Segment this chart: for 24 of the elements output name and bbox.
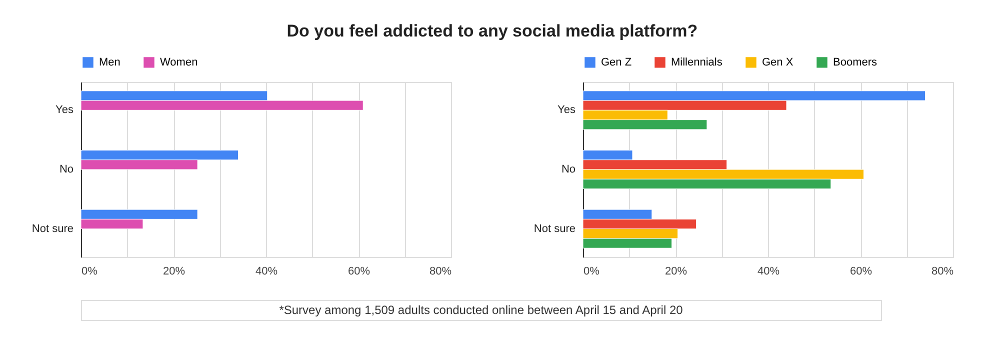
x-tick-label: 80%: [429, 266, 452, 278]
y-tick-label: Yes: [558, 104, 576, 116]
legend-label: Gen X: [762, 56, 794, 68]
legend-label: Women: [160, 56, 198, 68]
y-tick-label: No: [59, 164, 74, 176]
y-tick-label: Yes: [56, 104, 74, 116]
x-tick-label: 20%: [162, 266, 186, 278]
x-tick-label: 40%: [255, 266, 278, 278]
x-tick-label: 0%: [82, 266, 98, 278]
legend-label: Millennials: [671, 56, 723, 68]
legend-label: Men: [99, 56, 120, 68]
x-tick-label: 40%: [757, 266, 780, 278]
x-tick-label: 60%: [348, 266, 370, 278]
legend-label: Gen Z: [601, 56, 632, 68]
x-tick-label: 80%: [931, 266, 954, 278]
legend-label: Boomers: [833, 56, 878, 68]
text: *Survey among 1,509 adults conducted online between April 15 and April 20: [279, 303, 684, 317]
x-tick-label: 60%: [850, 266, 872, 278]
y-tick-label: Not sure: [534, 222, 576, 235]
y-tick-label: Not sure: [32, 222, 74, 235]
y-tick-label: No: [561, 164, 576, 176]
x-tick-label: 20%: [664, 266, 688, 278]
x-tick-label: 0%: [584, 266, 600, 278]
text: Do you feel addicted to any social media platform?: [286, 22, 698, 40]
